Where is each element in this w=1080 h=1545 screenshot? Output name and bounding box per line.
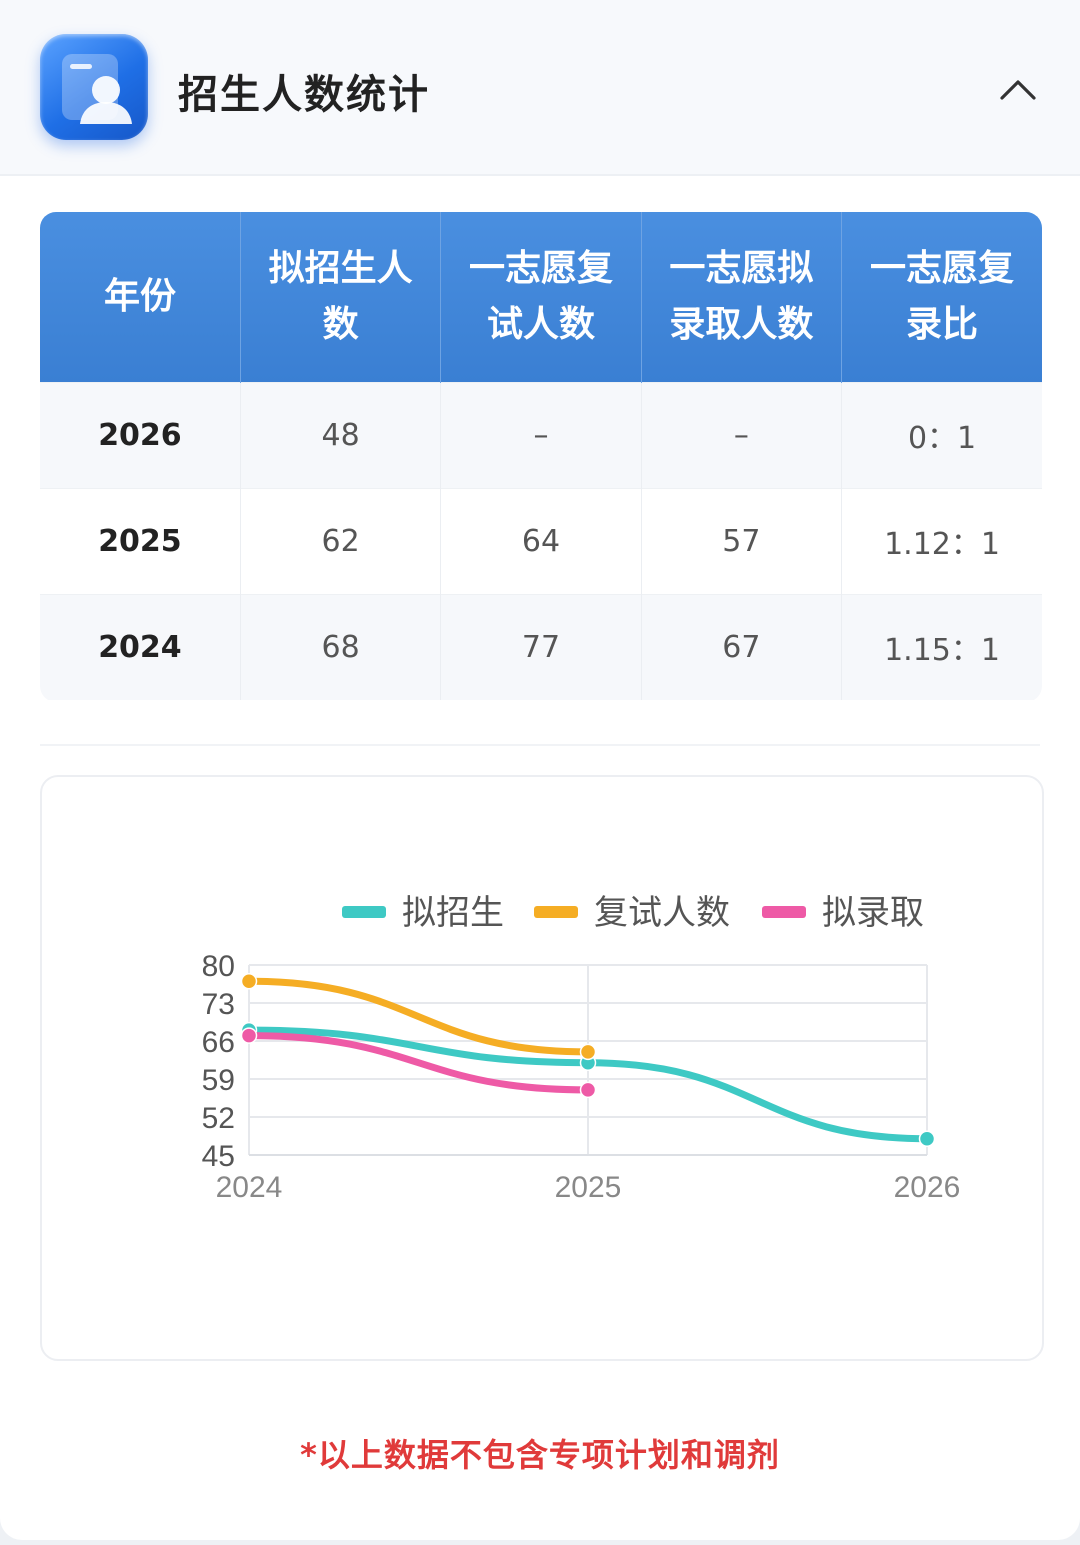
chart-card: 45 52 59 66 73 80 2024 2025 2026 拟招生 复试人数 拟录取 [40,775,1044,1361]
legend-swatch [342,906,386,918]
column-header-year: 年份 [40,212,241,382]
cell-year: 2026 [40,381,241,488]
series-line-2 [245,977,592,1056]
column-header-ratio: 一志愿复录比 [841,212,1042,382]
y-tick-label: 80 [202,950,235,983]
y-tick-label: 45 [202,1140,235,1173]
page-title: 招生人数统计 [178,72,430,118]
series-line-3 [245,1032,592,1094]
table-row: 2024 68 77 67 1.15：1 [40,593,1042,700]
cell-year: 2024 [40,593,241,700]
data-point-series-2 [579,1043,597,1061]
x-tick-label: 2026 [894,1171,961,1204]
x-tick-label: 2025 [555,1171,622,1204]
data-point-series-2 [240,973,258,990]
cell-admitted: – [640,381,842,488]
legend-label: 拟招生 [402,894,504,932]
y-tick-label: 73 [202,988,235,1021]
cell-ratio: 0：1 [841,381,1042,488]
enrollment-profile-icon [40,34,148,140]
legend-label: 复试人数 [594,894,730,932]
cell-ratio: 1.15：1 [841,593,1042,700]
column-header-retest: 一志愿复试人数 [440,212,642,382]
cell-ratio: 1.12：1 [841,487,1042,594]
legend-swatch [762,906,806,918]
cell-retest: 64 [440,487,642,594]
cell-retest: 77 [440,593,642,700]
table-header-row: 年份 拟招生人数 一志愿复试人数 一志愿拟录取人数 一志愿复录比 [40,212,1042,382]
legend-swatch [534,906,578,918]
cell-planned: 68 [239,593,441,700]
footnote: *以上数据不包含专项计划和调剂 [300,1436,780,1474]
y-tick-label: 52 [202,1102,235,1135]
column-header-planned: 拟招生人数 [239,212,441,382]
cell-planned: 62 [239,487,441,594]
data-point-series-3 [579,1081,597,1099]
chevron-up-icon[interactable] [996,68,1040,108]
legend-label: 拟录取 [822,894,924,932]
enrollment-line-chart: 45 52 59 66 73 80 2024 2025 2026 拟招生 复试人数 拟录取 [202,894,961,1204]
y-tick-label: 66 [202,1026,235,1059]
card-header[interactable]: 招生人数统计 [0,0,1080,176]
cell-admitted: 57 [640,487,842,594]
table-row: 2025 62 64 57 1.12：1 [40,487,1042,594]
column-header-admitted: 一志愿拟录取人数 [640,212,842,382]
table-row: 2026 48 – – 0：1 [40,381,1042,488]
cell-admitted: 67 [640,593,842,700]
y-tick-label: 59 [202,1064,235,1097]
cell-planned: 48 [239,381,441,488]
cell-retest: – [440,381,642,488]
data-point-series-3 [240,1027,258,1044]
enrollment-table: 年份 拟招生人数 一志愿复试人数 一志愿拟录取人数 一志愿复录比 2026 48… [40,212,1042,702]
cell-year: 2025 [40,487,241,594]
x-tick-label: 2024 [216,1171,283,1204]
data-point-series-1 [918,1130,936,1147]
section-divider [40,744,1040,746]
